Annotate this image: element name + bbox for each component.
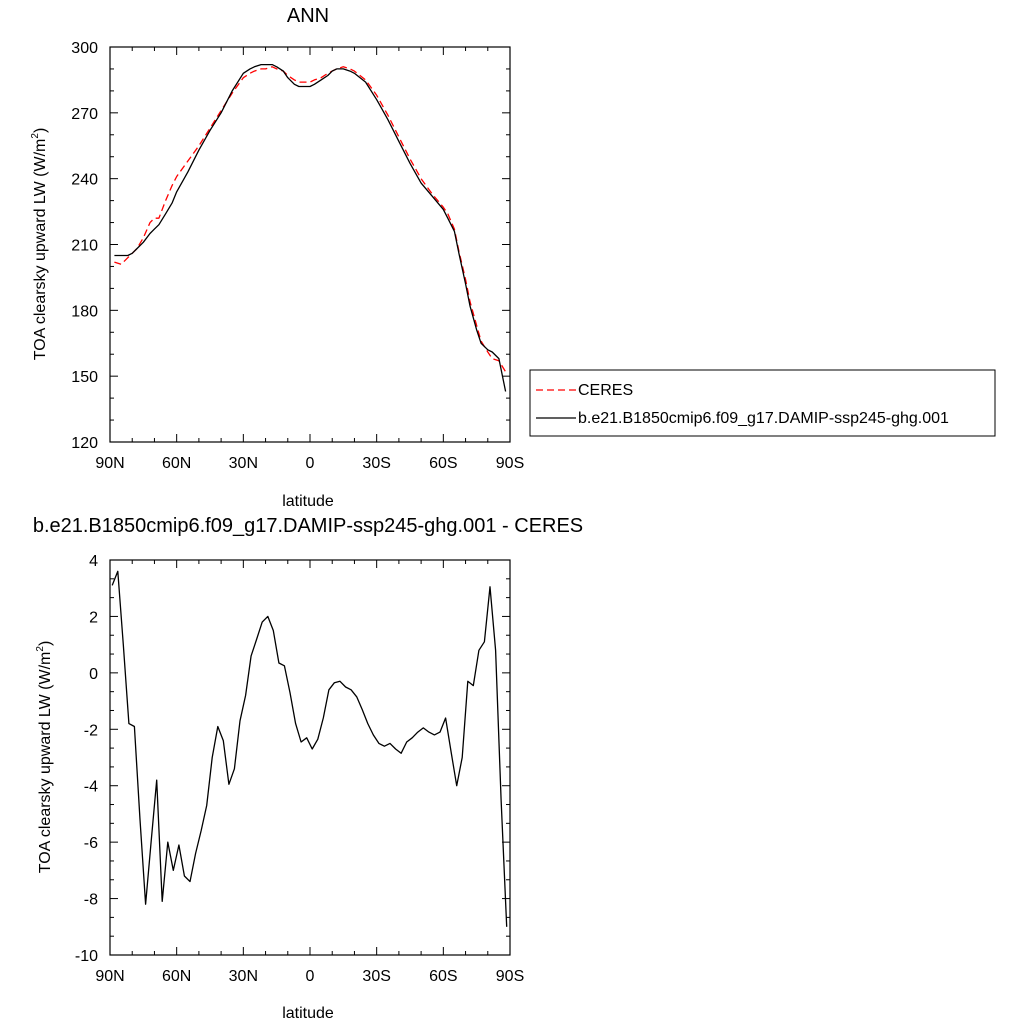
panel1-y-axis-label-tail: )	[32, 128, 49, 133]
panel2-x-axis-label: latitude	[282, 1005, 334, 1022]
x-tick-label: 60N	[162, 968, 191, 985]
panel2-y-axis-label-main: TOA clearsky upward LW (W/m	[37, 652, 54, 874]
legend-label-model: b.e21.B1850cmip6.f09_g17.DAMIP-ssp245-gh…	[578, 410, 949, 427]
panel1-series	[114, 63, 507, 392]
y-tick-label: -4	[84, 779, 98, 796]
panel1-plot-frame	[109, 46, 511, 443]
x-tick-label: 90N	[95, 455, 124, 472]
x-tick-label: 60S	[429, 455, 457, 472]
x-tick-label: 0	[306, 968, 315, 985]
legend: CERES b.e21.B1850cmip6.f09_g17.DAMIP-ssp…	[529, 369, 996, 437]
y-tick-label: -8	[84, 892, 98, 909]
y-tick-label: -2	[84, 722, 98, 739]
panel2-x-ticks: 90N 60N 30N 0 30S 60S 90S	[95, 560, 524, 985]
panel1-y-axis-label-sup: 2	[30, 133, 41, 139]
y-tick-label: 150	[71, 369, 98, 386]
x-tick-label: 30N	[229, 968, 258, 985]
x-tick-label: 30S	[362, 455, 390, 472]
y-tick-label: 180	[71, 303, 98, 320]
y-tick-label: 210	[71, 238, 98, 255]
series-line-model	[111, 570, 508, 927]
y-tick-label: 0	[89, 666, 98, 683]
panel1-x-axis-label: latitude	[282, 493, 334, 510]
x-tick-label: 90S	[496, 455, 524, 472]
series-line-model	[114, 63, 507, 392]
panel2-y-axis-label-tail: )	[37, 641, 54, 646]
panel1-title: ANN	[287, 5, 329, 27]
series-line-ceres	[114, 66, 507, 373]
panel1-y-axis-label: TOA clearsky upward LW (W/m2)	[30, 128, 49, 361]
y-tick-label: 2	[89, 609, 98, 626]
y-tick-label: 270	[71, 106, 98, 123]
legend-box	[529, 369, 996, 437]
panel2-plot-frame	[109, 559, 511, 956]
y-tick-label: 120	[71, 435, 98, 452]
panel2-series	[111, 570, 508, 927]
panel2-y-axis-label-sup: 2	[35, 646, 46, 652]
panel2-y-axis-label: TOA clearsky upward LW (W/m2)	[35, 641, 54, 874]
x-tick-label: 30S	[362, 968, 390, 985]
panel2-title: b.e21.B1850cmip6.f09_g17.DAMIP-ssp245-gh…	[33, 515, 583, 537]
panel1-y-ticks: 120 150 180 210 240 270 300	[71, 40, 510, 452]
x-tick-label: 60S	[429, 968, 457, 985]
panel1-y-axis-label-main: TOA clearsky upward LW (W/m	[32, 139, 49, 361]
panel-difference: b.e21.B1850cmip6.f09_g17.DAMIP-ssp245-gh…	[33, 515, 583, 1022]
panel1-x-ticks: 90N 60N 30N 0 30S 60S 90S	[95, 47, 524, 472]
legend-label-ceres: CERES	[578, 382, 633, 399]
y-tick-label: 300	[71, 40, 98, 57]
y-tick-label: -6	[84, 835, 98, 852]
x-tick-label: 90N	[95, 968, 124, 985]
panel2-y-ticks: -10 -8 -6 -4 -2 0 2 4	[75, 553, 510, 965]
y-tick-label: 4	[89, 553, 98, 570]
y-tick-label: 240	[71, 172, 98, 189]
x-tick-label: 90S	[496, 968, 524, 985]
panel-ann: ANN 120 150 180 210 240 270 300 90N 60N 30N 0 30S 6…	[30, 5, 996, 510]
x-tick-label: 60N	[162, 455, 191, 472]
x-tick-label: 30N	[229, 455, 258, 472]
y-tick-label: -10	[75, 948, 98, 965]
x-tick-label: 0	[306, 455, 315, 472]
